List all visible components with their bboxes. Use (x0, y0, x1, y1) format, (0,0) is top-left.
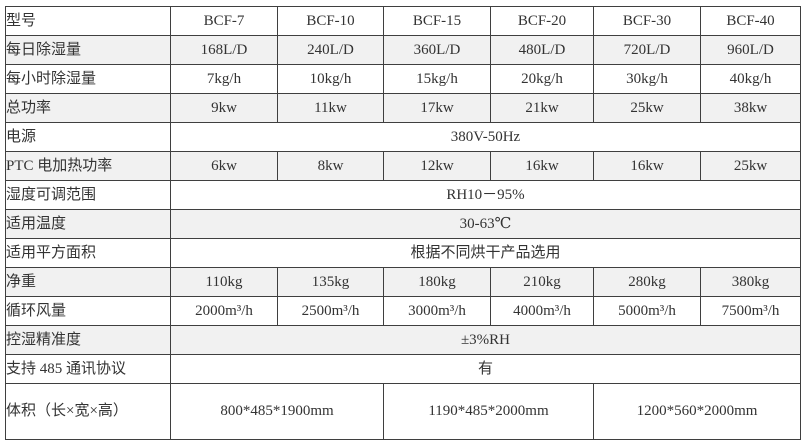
row-label-cell: 总功率 (5, 93, 171, 123)
value-cell: 根据不同烘干产品选用 (170, 238, 801, 268)
value-cell: 380V-50Hz (170, 122, 801, 152)
row-label-cell: 净重 (5, 267, 171, 297)
model-header-cell: BCF-20 (490, 6, 594, 36)
value-cell: 30-63℃ (170, 209, 801, 239)
model-header-cell: BCF-30 (593, 6, 701, 36)
table-row: 型号 BCF-7 BCF-10 BCF-15 BCF-20 BCF-30 BCF-40 (5, 6, 801, 36)
value-cell: 168L/D (170, 35, 278, 65)
value-cell: 280kg (593, 267, 701, 297)
value-cell: 1190*485*2000mm (383, 383, 594, 440)
table-row: 循环风量 2000m³/h 2500m³/h 3000m³/h 4000m³/h 5000… (5, 296, 801, 326)
value-cell: 800*485*1900mm (170, 383, 384, 440)
row-label-cell: 适用温度 (5, 209, 171, 239)
value-cell: 38kw (700, 93, 801, 123)
value-cell: 110kg (170, 267, 278, 297)
value-cell: 17kw (383, 93, 491, 123)
value-cell: RH10－95% (170, 180, 801, 210)
value-cell: 8kw (277, 151, 384, 181)
value-cell: 360L/D (383, 35, 491, 65)
value-cell: 960L/D (700, 35, 801, 65)
value-cell: 21kw (490, 93, 594, 123)
model-header-label-cell: 型号 (5, 6, 171, 36)
value-cell: 9kw (170, 93, 278, 123)
value-cell: 16kw (593, 151, 701, 181)
table-row: PTC 电加热功率 6kw 8kw 12kw 16kw 16kw 25kw (5, 151, 801, 181)
row-label-cell: 每小时除湿量 (5, 64, 171, 94)
row-label-cell: 循环风量 (5, 296, 171, 326)
row-label-cell: PTC 电加热功率 (5, 151, 171, 181)
model-header-cell: BCF-40 (700, 6, 801, 36)
value-cell: 720L/D (593, 35, 701, 65)
table-row: 适用平方面积 根据不同烘干产品选用 (5, 238, 801, 268)
value-cell: 380kg (700, 267, 801, 297)
table-row: 净重 110kg 135kg 180kg 210kg 280kg 380kg (5, 267, 801, 297)
row-label-cell: 每日除湿量 (5, 35, 171, 65)
row-label-cell: 适用平方面积 (5, 238, 171, 268)
value-cell: 有 (170, 354, 801, 384)
value-cell: 16kw (490, 151, 594, 181)
row-label-cell: 体积（长×宽×高） (5, 383, 171, 440)
value-cell: 210kg (490, 267, 594, 297)
model-header-cell: BCF-15 (383, 6, 491, 36)
spec-sheet: 型号 BCF-7 BCF-10 BCF-15 BCF-20 BCF-30 BCF-40 每日除… (5, 6, 801, 440)
value-cell: 2500m³/h (277, 296, 384, 326)
value-cell: 20kg/h (490, 64, 594, 94)
value-cell: 4000m³/h (490, 296, 594, 326)
value-cell: 6kw (170, 151, 278, 181)
value-cell: 10kg/h (277, 64, 384, 94)
value-cell: 12kw (383, 151, 491, 181)
value-cell: 7kg/h (170, 64, 278, 94)
value-cell: 480L/D (490, 35, 594, 65)
value-cell: 3000m³/h (383, 296, 491, 326)
value-cell: 2000m³/h (170, 296, 278, 326)
spec-table-body: 型号 BCF-7 BCF-10 BCF-15 BCF-20 BCF-30 BCF-40 每日除… (5, 6, 801, 440)
value-cell: ±3%RH (170, 325, 801, 355)
table-row: 控湿精准度 ±3%RH (5, 325, 801, 355)
value-cell: 1200*560*2000mm (593, 383, 801, 440)
table-row: 体积（长×宽×高） 800*485*1900mm 1190*485*2000mm 12… (5, 383, 801, 440)
table-row: 总功率 9kw 11kw 17kw 21kw 25kw 38kw (5, 93, 801, 123)
value-cell: 180kg (383, 267, 491, 297)
table-row: 每小时除湿量 7kg/h 10kg/h 15kg/h 20kg/h 30kg/h 40kg/… (5, 64, 801, 94)
table-row: 适用温度 30-63℃ (5, 209, 801, 239)
model-header-cell: BCF-7 (170, 6, 278, 36)
value-cell: 25kw (700, 151, 801, 181)
row-label-cell: 支持 485 通讯协议 (5, 354, 171, 384)
value-cell: 5000m³/h (593, 296, 701, 326)
value-cell: 135kg (277, 267, 384, 297)
value-cell: 15kg/h (383, 64, 491, 94)
value-cell: 40kg/h (700, 64, 801, 94)
table-row: 电源 380V-50Hz (5, 122, 801, 152)
value-cell: 7500m³/h (700, 296, 801, 326)
model-header-cell: BCF-10 (277, 6, 384, 36)
value-cell: 30kg/h (593, 64, 701, 94)
row-label-cell: 控湿精准度 (5, 325, 171, 355)
value-cell: 240L/D (277, 35, 384, 65)
row-label-cell: 湿度可调范围 (5, 180, 171, 210)
value-cell: 25kw (593, 93, 701, 123)
table-row: 湿度可调范围 RH10－95% (5, 180, 801, 210)
table-row: 支持 485 通讯协议有 (5, 354, 801, 384)
value-cell: 11kw (277, 93, 384, 123)
table-row: 每日除湿量 168L/D 240L/D 360L/D 480L/D 720L/D 960L/… (5, 35, 801, 65)
row-label-cell: 电源 (5, 122, 171, 152)
spec-table: 型号 BCF-7 BCF-10 BCF-15 BCF-20 BCF-30 BCF-40 每日除… (5, 6, 801, 440)
